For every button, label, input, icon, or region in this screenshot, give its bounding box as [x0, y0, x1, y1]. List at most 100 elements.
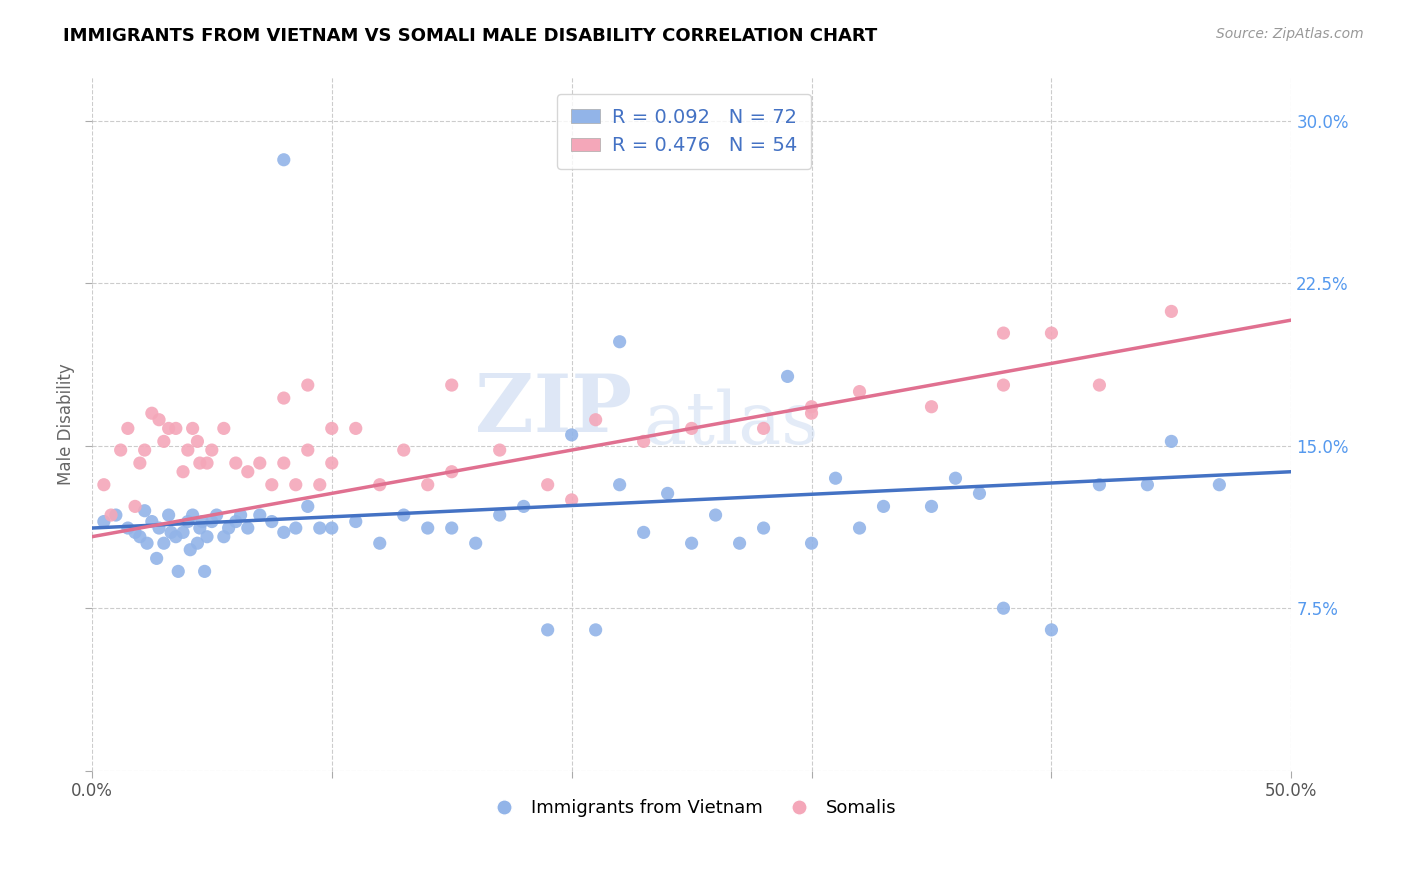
Point — [195, 530, 218, 544]
Point — [1088, 378, 1111, 392]
Point — [440, 521, 463, 535]
Point — [134, 504, 156, 518]
Point — [117, 521, 139, 535]
Point — [464, 536, 486, 550]
Point — [633, 434, 655, 449]
Point — [212, 530, 235, 544]
Point — [1160, 434, 1182, 449]
Point — [124, 525, 146, 540]
Point — [1040, 623, 1063, 637]
Point — [141, 406, 163, 420]
Point — [848, 521, 870, 535]
Point — [776, 369, 799, 384]
Point — [416, 521, 439, 535]
Point — [561, 428, 583, 442]
Point — [188, 521, 211, 535]
Text: Source: ZipAtlas.com: Source: ZipAtlas.com — [1216, 27, 1364, 41]
Point — [440, 465, 463, 479]
Point — [921, 400, 943, 414]
Point — [752, 521, 775, 535]
Point — [260, 515, 283, 529]
Point — [681, 421, 703, 435]
Point — [488, 443, 510, 458]
Point — [392, 508, 415, 522]
Point — [728, 536, 751, 550]
Point — [225, 515, 247, 529]
Point — [297, 443, 319, 458]
Point — [321, 521, 343, 535]
Point — [205, 508, 228, 522]
Point — [993, 378, 1015, 392]
Point — [153, 434, 176, 449]
Point — [704, 508, 727, 522]
Point — [273, 456, 295, 470]
Point — [284, 477, 307, 491]
Point — [117, 421, 139, 435]
Point — [172, 525, 194, 540]
Point — [681, 536, 703, 550]
Point — [195, 456, 218, 470]
Point — [260, 477, 283, 491]
Point — [160, 525, 183, 540]
Point — [440, 378, 463, 392]
Point — [945, 471, 967, 485]
Point — [136, 536, 159, 550]
Point — [657, 486, 679, 500]
Text: atlas: atlas — [644, 389, 820, 459]
Point — [308, 477, 330, 491]
Point — [236, 465, 259, 479]
Point — [537, 623, 560, 637]
Point — [134, 443, 156, 458]
Point — [416, 477, 439, 491]
Point — [993, 326, 1015, 340]
Point — [186, 434, 208, 449]
Point — [145, 551, 167, 566]
Point — [229, 508, 252, 522]
Point — [218, 521, 240, 535]
Point — [188, 456, 211, 470]
Point — [848, 384, 870, 399]
Point — [249, 508, 271, 522]
Point — [128, 456, 150, 470]
Point — [392, 443, 415, 458]
Point — [100, 508, 122, 522]
Point — [344, 421, 367, 435]
Point — [993, 601, 1015, 615]
Point — [181, 508, 204, 522]
Point — [148, 413, 170, 427]
Point — [201, 515, 224, 529]
Point — [167, 565, 190, 579]
Point — [921, 500, 943, 514]
Point — [124, 500, 146, 514]
Point — [368, 536, 391, 550]
Point — [344, 515, 367, 529]
Point — [321, 421, 343, 435]
Point — [308, 521, 330, 535]
Point — [297, 378, 319, 392]
Point — [561, 492, 583, 507]
Point — [157, 508, 180, 522]
Point — [181, 421, 204, 435]
Point — [186, 536, 208, 550]
Point — [273, 525, 295, 540]
Point — [1088, 477, 1111, 491]
Point — [1040, 326, 1063, 340]
Point — [537, 477, 560, 491]
Text: IMMIGRANTS FROM VIETNAM VS SOMALI MALE DISABILITY CORRELATION CHART: IMMIGRANTS FROM VIETNAM VS SOMALI MALE D… — [63, 27, 877, 45]
Point — [177, 515, 200, 529]
Point — [284, 521, 307, 535]
Point — [93, 477, 115, 491]
Point — [800, 400, 823, 414]
Point — [225, 456, 247, 470]
Point — [194, 565, 217, 579]
Point — [179, 542, 201, 557]
Point — [488, 508, 510, 522]
Point — [585, 413, 607, 427]
Point — [633, 525, 655, 540]
Point — [128, 530, 150, 544]
Point — [191, 515, 214, 529]
Point — [157, 421, 180, 435]
Point — [165, 421, 187, 435]
Point — [273, 153, 295, 167]
Point — [969, 486, 991, 500]
